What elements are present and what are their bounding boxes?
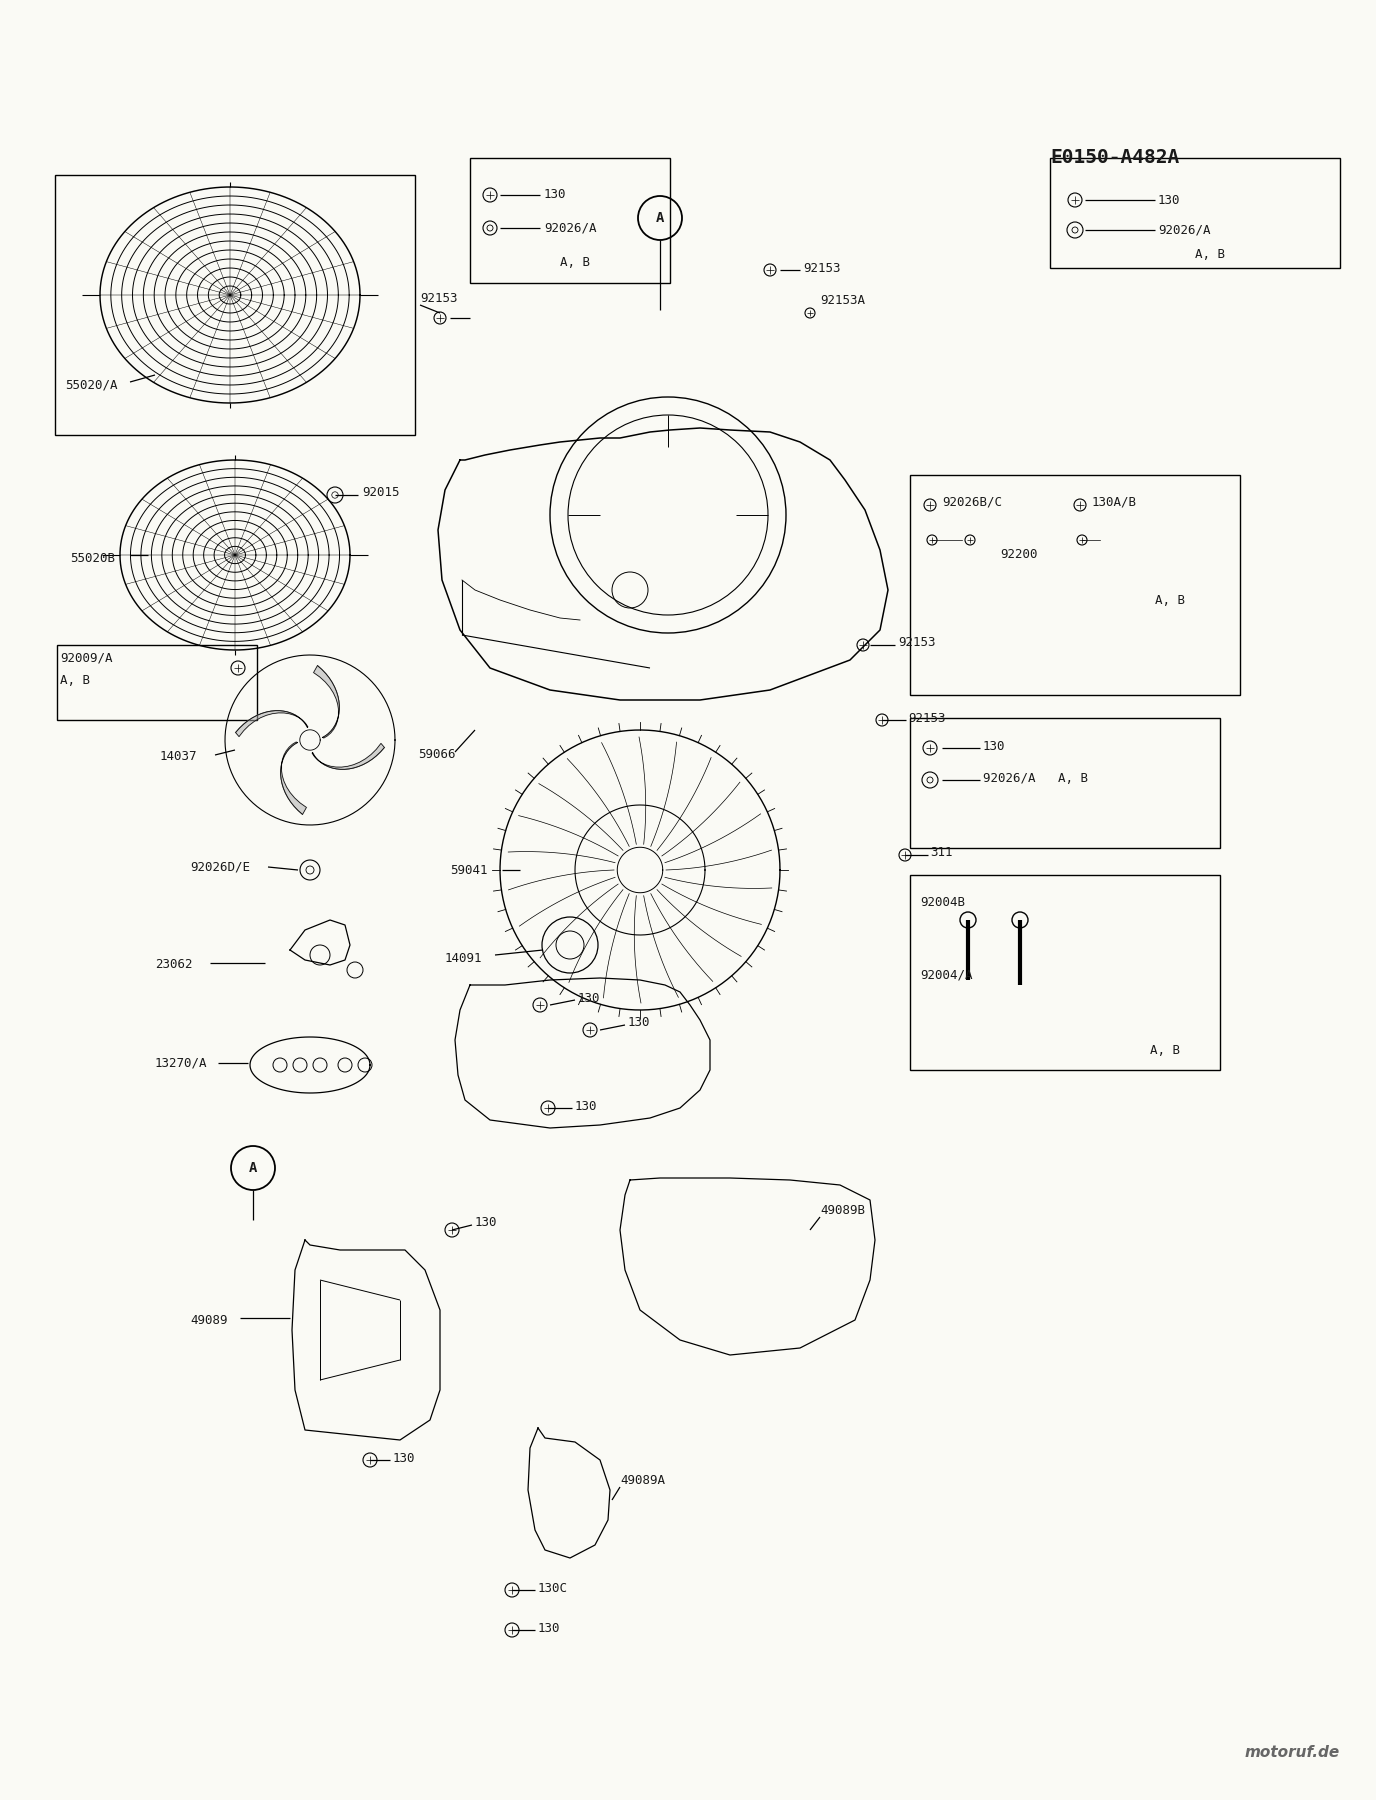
Text: A, B: A, B	[1150, 1044, 1181, 1057]
Text: 92004B: 92004B	[921, 896, 965, 909]
Polygon shape	[235, 711, 308, 736]
Text: 92004/A: 92004/A	[921, 968, 973, 981]
Text: 92026/A   A, B: 92026/A A, B	[982, 772, 1088, 785]
Text: 92009/A: 92009/A	[61, 652, 113, 664]
Text: 49089: 49089	[190, 1314, 227, 1327]
Text: 92026B/C: 92026B/C	[943, 495, 1002, 508]
Polygon shape	[312, 743, 384, 769]
Bar	[56, 644, 257, 720]
Bar	[910, 718, 1221, 848]
Text: A: A	[249, 1161, 257, 1175]
Text: 130: 130	[575, 1100, 597, 1112]
Text: A: A	[656, 211, 665, 225]
Text: 92200: 92200	[1000, 549, 1038, 562]
Text: 92026D/E: 92026D/E	[190, 860, 250, 873]
Text: 49089A: 49089A	[621, 1474, 665, 1487]
Text: 311: 311	[930, 846, 952, 860]
Text: 49089B: 49089B	[820, 1204, 866, 1217]
Text: 130: 130	[544, 189, 567, 202]
Text: 130: 130	[538, 1622, 560, 1634]
Text: 55020/A: 55020/A	[65, 378, 117, 392]
Polygon shape	[281, 742, 307, 814]
Text: 92015: 92015	[362, 486, 399, 499]
Text: 55020B: 55020B	[70, 551, 116, 565]
Bar	[471, 158, 670, 283]
Text: A, B: A, B	[560, 256, 590, 268]
Text: 59066: 59066	[418, 749, 455, 761]
Text: 130: 130	[475, 1217, 498, 1229]
Text: 130: 130	[394, 1451, 416, 1465]
Text: 130A/B: 130A/B	[1093, 495, 1137, 508]
Text: 130: 130	[1159, 194, 1181, 207]
Text: motoruf.de: motoruf.de	[1245, 1744, 1340, 1760]
Text: 92153: 92153	[908, 711, 945, 724]
Bar	[910, 475, 1240, 695]
Text: 92153: 92153	[420, 292, 457, 304]
Bar	[910, 875, 1221, 1069]
Text: 130: 130	[578, 992, 600, 1004]
Text: 23062: 23062	[155, 958, 193, 972]
Text: A, B: A, B	[1194, 248, 1225, 261]
Text: 14091: 14091	[444, 952, 483, 965]
Text: 92153A: 92153A	[820, 293, 866, 306]
Text: 14037: 14037	[160, 751, 198, 763]
Text: A, B: A, B	[61, 673, 89, 686]
Text: 130: 130	[627, 1017, 651, 1030]
Text: 59041: 59041	[450, 864, 487, 877]
Text: 130C: 130C	[538, 1582, 568, 1595]
Text: 92153: 92153	[804, 261, 841, 274]
Bar	[55, 175, 416, 436]
Text: 92153: 92153	[899, 637, 936, 650]
Bar	[1050, 158, 1340, 268]
Text: 92026/A: 92026/A	[1159, 223, 1211, 236]
Text: 92026/A: 92026/A	[544, 221, 597, 234]
Text: E0150-A482A: E0150-A482A	[1050, 148, 1179, 167]
Text: 130: 130	[982, 740, 1006, 752]
Text: A, B: A, B	[1154, 594, 1185, 607]
Text: 13270/A: 13270/A	[155, 1057, 208, 1069]
Polygon shape	[314, 666, 340, 738]
